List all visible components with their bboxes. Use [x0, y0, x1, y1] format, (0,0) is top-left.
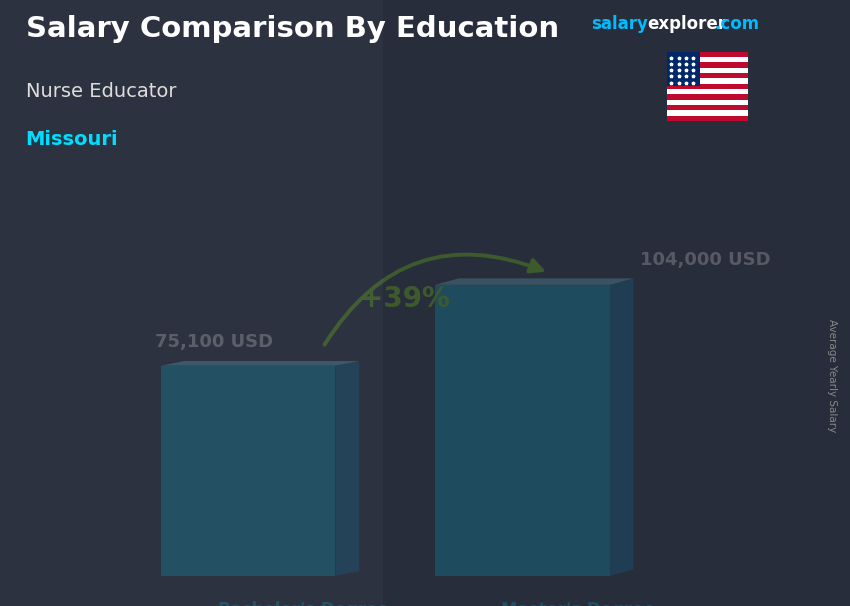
Text: salary: salary: [591, 15, 648, 33]
Bar: [667, 116, 748, 121]
Text: Missouri: Missouri: [26, 130, 118, 149]
Polygon shape: [609, 278, 633, 576]
Bar: [0, 0, 382, 606]
Bar: [667, 52, 700, 87]
Text: Master's Degree: Master's Degree: [501, 601, 654, 606]
Polygon shape: [161, 365, 336, 576]
Bar: [667, 62, 748, 68]
Polygon shape: [336, 361, 360, 576]
Bar: [667, 110, 748, 116]
Bar: [382, 0, 850, 606]
Text: +39%: +39%: [360, 285, 450, 313]
Text: Bachelor's Degree: Bachelor's Degree: [218, 601, 389, 606]
Bar: [667, 100, 748, 105]
Text: .com: .com: [714, 15, 759, 33]
Bar: [667, 73, 748, 78]
Text: 104,000 USD: 104,000 USD: [640, 251, 770, 268]
Text: explorer: explorer: [648, 15, 727, 33]
Bar: [667, 84, 748, 89]
Text: Salary Comparison By Education: Salary Comparison By Education: [26, 15, 558, 43]
Bar: [667, 68, 748, 73]
Bar: [667, 57, 748, 62]
Polygon shape: [435, 278, 633, 285]
Bar: [667, 105, 748, 110]
Bar: [667, 89, 748, 95]
Text: Nurse Educator: Nurse Educator: [26, 82, 176, 101]
Bar: [667, 95, 748, 100]
Bar: [667, 78, 748, 84]
Polygon shape: [161, 361, 360, 365]
Polygon shape: [435, 285, 609, 576]
Text: Average Yearly Salary: Average Yearly Salary: [827, 319, 837, 432]
FancyArrowPatch shape: [325, 255, 542, 345]
Text: 75,100 USD: 75,100 USD: [155, 333, 273, 351]
Bar: [667, 52, 748, 57]
